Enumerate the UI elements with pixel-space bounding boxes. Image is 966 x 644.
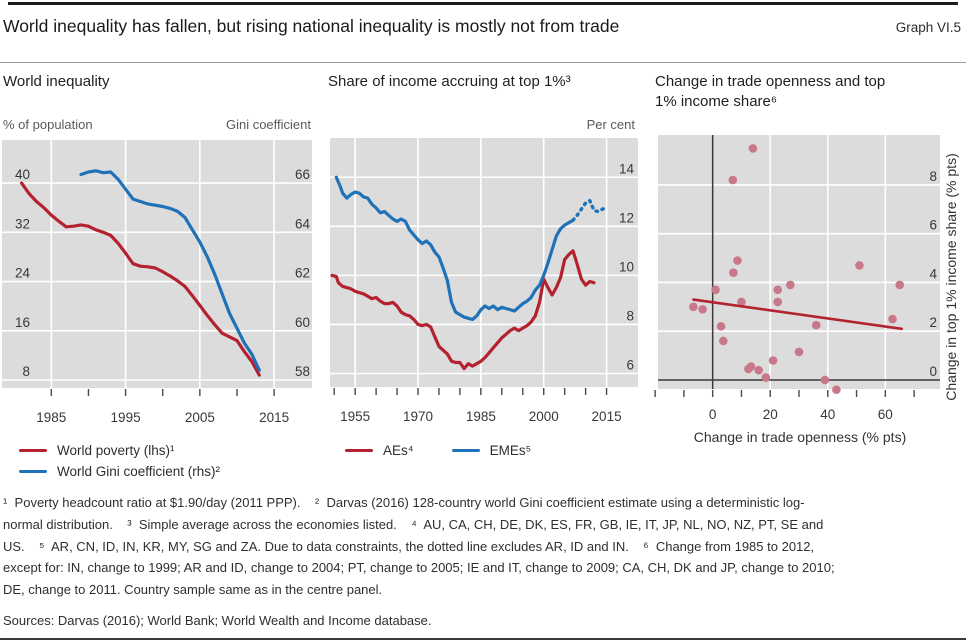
- svg-text:10: 10: [619, 259, 634, 274]
- svg-text:40: 40: [15, 167, 30, 182]
- legend-item-aes: AEs⁴: [345, 440, 414, 461]
- svg-text:8: 8: [22, 364, 30, 379]
- svg-text:58: 58: [295, 364, 310, 379]
- svg-text:64: 64: [295, 216, 311, 231]
- svg-text:6: 6: [626, 358, 634, 373]
- left-panel-legend: World poverty (lhs)¹ World Gini coeffici…: [19, 440, 220, 482]
- red-line-swatch: [345, 448, 373, 453]
- svg-text:2015: 2015: [592, 409, 622, 424]
- right-panel-title: Change in trade openness and top 1% inco…: [655, 72, 960, 112]
- legend-label: World Gini coefficient (rhs)²: [57, 464, 221, 479]
- legend-item-world-poverty: World poverty (lhs)¹: [19, 440, 220, 461]
- blue-line-swatch: [19, 469, 47, 474]
- svg-text:8: 8: [626, 308, 634, 323]
- legend-label: EMEs⁵: [489, 443, 532, 458]
- svg-text:60: 60: [295, 315, 310, 330]
- footnote-line: DE, change to 2011. Country sample same …: [3, 582, 383, 598]
- right-chart: 0 2 4 6 8 0 20 40 60: [654, 135, 940, 422]
- centre-panel-rhs-unit: Per cent: [586, 117, 635, 132]
- right-panel-y-axis-title: Change in top 1% income share (% pts): [943, 153, 959, 401]
- footnote-line: normal distribution. ³ Simple average ac…: [3, 516, 824, 532]
- svg-text:2: 2: [929, 315, 937, 330]
- left-chart: 8 16 24 32 40 58 60 62 64 66 1985 1995 2005 2015: [2, 140, 312, 425]
- svg-text:6: 6: [929, 218, 937, 233]
- right-panel-title-line2: 1% income share⁶: [655, 93, 778, 110]
- svg-text:24: 24: [15, 266, 31, 281]
- svg-text:14: 14: [619, 161, 635, 176]
- svg-text:20: 20: [763, 407, 778, 422]
- svg-text:16: 16: [15, 315, 30, 330]
- svg-text:0: 0: [709, 407, 717, 422]
- svg-text:1955: 1955: [340, 409, 370, 424]
- svg-text:60: 60: [878, 407, 893, 422]
- right-panel-x-axis-title: Change in trade openness (% pts): [693, 429, 907, 445]
- svg-text:4: 4: [929, 266, 937, 281]
- header-rule: [0, 62, 966, 63]
- left-panel-lhs-unit: % of population: [3, 117, 93, 132]
- left-panel-rhs-unit: Gini coefficient: [225, 117, 311, 132]
- footnote-line: US. ⁵ AR, CN, ID, IN, KR, MY, SG and ZA.…: [3, 538, 815, 554]
- svg-text:32: 32: [15, 216, 30, 231]
- centre-panel-legend: AEs⁴ EMEs⁵: [345, 440, 531, 461]
- red-line-swatch: [19, 448, 47, 453]
- svg-text:2005: 2005: [185, 410, 215, 425]
- legend-label: AEs⁴: [383, 443, 414, 458]
- svg-text:1985: 1985: [466, 409, 496, 424]
- footnote-line: ¹ Poverty headcount ratio at $1.90/day (…: [3, 495, 805, 510]
- svg-text:0: 0: [929, 364, 937, 379]
- legend-label: World poverty (lhs)¹: [57, 443, 175, 458]
- svg-text:66: 66: [295, 167, 310, 182]
- svg-text:62: 62: [295, 266, 310, 281]
- top-rule: [8, 2, 958, 5]
- footnotes: ¹ Poverty headcount ratio at $1.90/day (…: [3, 492, 963, 601]
- centre-chart: 6 8 10 12 14 1955 1970 1985 2000 2015: [330, 138, 638, 424]
- footnote-line: except for: IN, change to 1999; AR and I…: [3, 560, 835, 576]
- right-panel-title-line1: Change in trade openness and top: [655, 73, 886, 90]
- legend-item-emes: EMEs⁵: [451, 440, 532, 461]
- bottom-rule: [0, 638, 966, 640]
- svg-text:1970: 1970: [403, 409, 433, 424]
- svg-text:1985: 1985: [36, 410, 66, 425]
- graph-number-label: Graph VI.5: [895, 20, 961, 35]
- blue-line-swatch: [451, 448, 480, 453]
- svg-text:2015: 2015: [259, 410, 289, 425]
- svg-text:1995: 1995: [111, 410, 141, 425]
- centre-panel-title: Share of income accruing at top 1%³: [328, 73, 571, 90]
- figure-title: World inequality has fallen, but rising …: [3, 16, 620, 36]
- svg-text:40: 40: [820, 407, 835, 422]
- sources-line: Sources: Darvas (2016); World Bank; Worl…: [3, 613, 432, 628]
- svg-text:2000: 2000: [529, 409, 559, 424]
- left-panel-title: World inequality: [3, 73, 110, 90]
- svg-text:8: 8: [929, 169, 937, 184]
- svg-text:12: 12: [619, 210, 634, 225]
- legend-item-world-gini: World Gini coefficient (rhs)²: [19, 461, 220, 482]
